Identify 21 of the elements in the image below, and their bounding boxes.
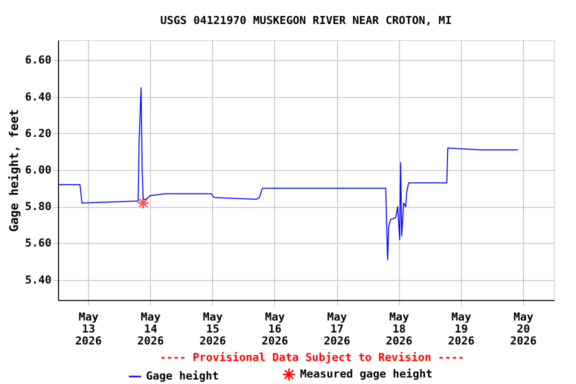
y-tick-label: 5.60 (25, 236, 52, 250)
text: ---- Provisional Data Subject to Revision ---- (160, 351, 464, 364)
y-tick-label: 6.40 (25, 90, 52, 104)
y-tick-label: 6.00 (25, 164, 52, 176)
x-tick-label: May 13 2026 (75, 310, 102, 348)
y-axis-title: Gage height, feet (7, 109, 22, 232)
x-tick-label: May 14 2026 (137, 310, 164, 348)
y-tick-label: 6.60 (25, 54, 52, 67)
chart-title: USGS 04121970 MUSKEGON RIVER NEAR CROTON, MI (160, 14, 452, 27)
x-tick-label: May 20 2026 (510, 310, 538, 348)
line-series (58, 87, 518, 260)
x-tick-label: May 17 2026 (324, 310, 351, 348)
x-tick-label: May 18 2026 (386, 310, 413, 348)
y-tick-label: 6.20 (25, 126, 52, 140)
x-tick-label: May 16 2026 (262, 310, 289, 348)
y-tick-label: 5.80 (25, 200, 52, 214)
x-tick-label: May 15 2026 (200, 310, 226, 348)
legend-label: Gage height (146, 370, 219, 382)
x-tick-label: May 19 2026 (448, 310, 475, 348)
legend-label: Measured gage height (300, 367, 432, 380)
y-tick-label: 5.40 (25, 273, 52, 286)
